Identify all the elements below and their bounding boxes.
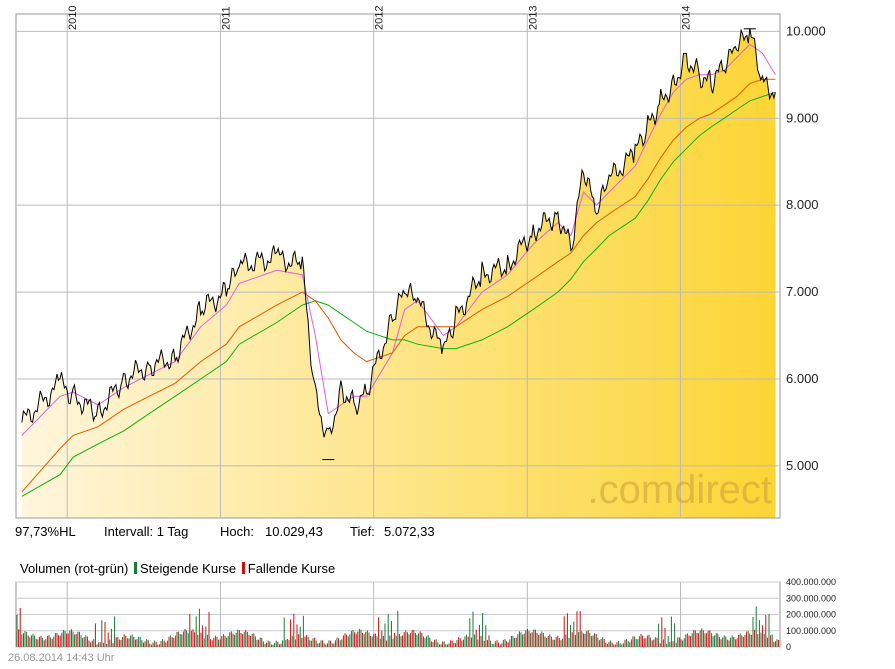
- volume-legend: Volumen (rot-grün) Steigende Kurse Falle…: [20, 561, 335, 576]
- x-tick-label: 2013: [527, 6, 539, 30]
- price-line: [21, 28, 776, 438]
- y-tick-label: 6.000: [786, 371, 819, 386]
- volume-tick-label: 400.000.000: [786, 577, 836, 587]
- high-value: 10.029,43: [265, 524, 323, 539]
- y-tick-label: 10.000: [786, 23, 826, 38]
- y-tick-label: 5.000: [786, 458, 819, 473]
- rising-swatch: [134, 562, 138, 574]
- watermark-logo: .comdirect: [588, 468, 773, 512]
- x-tick-label: 2014: [681, 6, 693, 30]
- rising-label: Steigende Kurse: [140, 561, 237, 576]
- volume-tick-label: 100.000.000: [786, 626, 836, 636]
- x-tick-label: 2011: [220, 6, 232, 30]
- stat-hl: 97,73%HL: [15, 524, 76, 539]
- falling-swatch: [241, 562, 245, 574]
- low-label: Tief:: [350, 524, 375, 539]
- interval-label: Intervall: 1 Tag: [104, 524, 189, 539]
- x-tick-label: 2012: [374, 6, 386, 30]
- y-tick-label: 8.000: [786, 197, 819, 212]
- ma-mid-line: [21, 78, 776, 493]
- volume-title: Volumen (rot-grün): [20, 561, 129, 576]
- y-tick-label: 7.000: [786, 284, 819, 299]
- price-area: [21, 28, 776, 518]
- ma-short-line: [21, 43, 776, 436]
- low-value: 5.072,33: [384, 524, 435, 539]
- volume-tick-label: 300.000.000: [786, 593, 836, 603]
- ma-long-line: [21, 91, 776, 497]
- volume-tick-label: 200.000.000: [786, 610, 836, 620]
- volume-tick-label: 0: [786, 642, 791, 652]
- high-label: Hoch:: [220, 524, 254, 539]
- timestamp: 26.08.2014 14:43 Uhr: [8, 652, 115, 664]
- y-tick-label: 9.000: [786, 110, 819, 125]
- falling-label: Fallende Kurse: [247, 561, 336, 576]
- plot-frame: [15, 13, 781, 519]
- x-tick-label: 2010: [67, 6, 79, 30]
